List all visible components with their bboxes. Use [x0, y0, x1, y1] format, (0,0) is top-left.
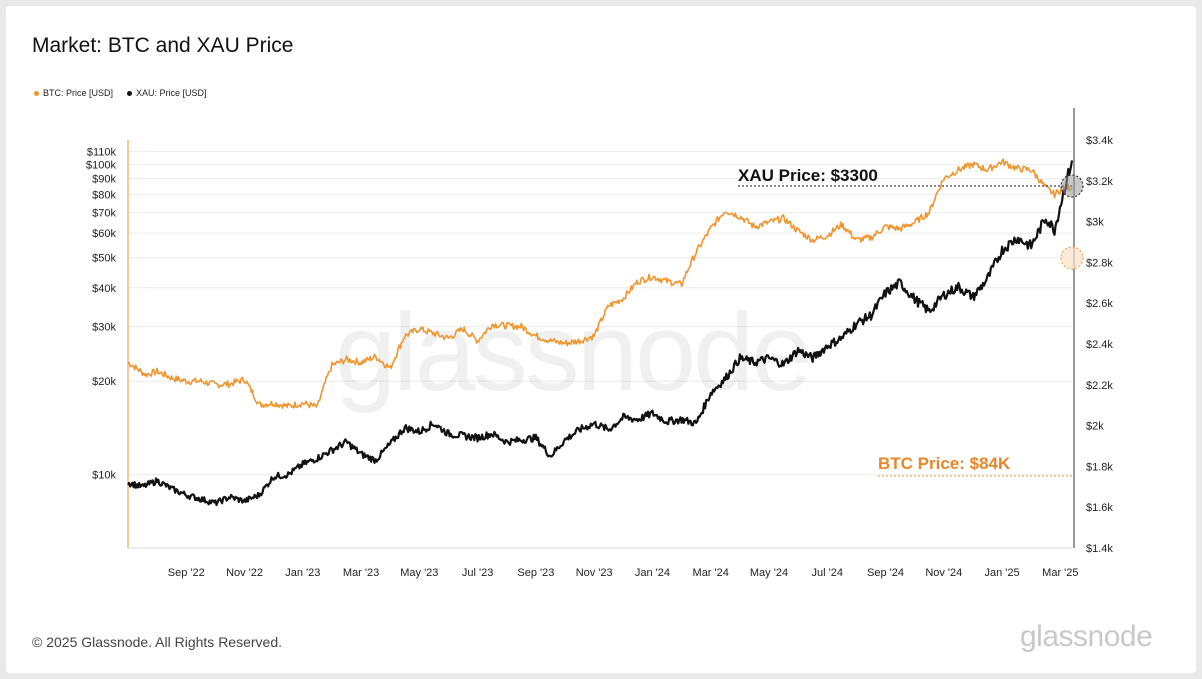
y-right-tick-label: $2.4k — [1086, 339, 1113, 351]
xau-price-label: XAU Price: $3300 — [738, 166, 878, 185]
left-axis: $10k $20k $30k $40k $50k $60k $70k $80k $90k $100… — [86, 140, 129, 548]
x-tick-label: Sep '24 — [867, 567, 904, 579]
legend-label-btc: BTC: Price [USD] — [43, 88, 114, 98]
btc-price-label: BTC Price: $84K — [878, 454, 1011, 473]
chart-title: Market: BTC and XAU Price — [32, 34, 294, 57]
y-right-tick-label: $3.2k — [1086, 176, 1113, 188]
y-left-tick-label: $100k — [86, 159, 116, 171]
y-right-tick-label: $1.6k — [1086, 502, 1113, 514]
series-group — [127, 158, 1074, 507]
y-left-tick-label: $80k — [92, 189, 116, 201]
btc-series-line[interactable] — [127, 158, 1073, 410]
xau-price-marker[interactable] — [1060, 174, 1084, 198]
btc-price-marker[interactable] — [1060, 246, 1084, 270]
y-right-tick-label: $2.2k — [1086, 380, 1113, 392]
legend-item-xau[interactable]: XAU: Price [USD] — [127, 88, 207, 98]
legend-label-xau: XAU: Price [USD] — [136, 88, 207, 98]
x-tick-label: Jul '24 — [812, 567, 843, 579]
y-right-tick-label: $1.8k — [1086, 461, 1113, 473]
y-right-tick-label: $3k — [1086, 217, 1104, 229]
y-left-tick-label: $50k — [92, 253, 116, 265]
x-tick-label: Jan '25 — [985, 567, 1020, 579]
x-tick-label: Sep '23 — [517, 567, 554, 579]
x-axis: Sep '22 Nov '22 Jan '23 Mar '23 May '23 Jul '… — [128, 547, 1079, 579]
watermark: glassnode — [335, 291, 810, 414]
y-right-tick-label: $1.4k — [1086, 543, 1113, 555]
x-tick-label: Jul '23 — [462, 567, 493, 579]
x-tick-label: May '23 — [400, 567, 438, 579]
x-tick-label: Mar '24 — [693, 567, 729, 579]
y-left-tick-label: $90k — [92, 174, 116, 186]
y-left-tick-label: $110k — [87, 146, 117, 158]
chart-card — [6, 6, 1196, 673]
xau-series-line[interactable] — [127, 160, 1074, 507]
legend-swatch-btc — [34, 90, 39, 96]
y-right-tick-label: $2.8k — [1086, 257, 1113, 269]
x-tick-label: Mar '23 — [343, 567, 379, 579]
x-tick-label: Jan '24 — [635, 567, 670, 579]
y-left-tick-label: $10k — [92, 470, 116, 482]
annotations: XAU Price: $3300 BTC Price: $84K — [738, 166, 1084, 477]
right-axis: $1.4k $1.6k $1.8k $2k $2.2k $2.4k $2.6k $2.8k $3… — [1073, 108, 1113, 555]
y-left-tick-label: $20k — [92, 376, 116, 388]
legend-item-btc[interactable]: BTC: Price [USD] — [34, 88, 113, 98]
x-tick-label: May '24 — [750, 567, 788, 579]
x-tick-label: Jan '23 — [285, 567, 320, 579]
x-tick-label: Sep '22 — [168, 567, 205, 579]
x-tick-label: Nov '22 — [226, 567, 263, 579]
y-right-tick-label: $2k — [1086, 421, 1104, 433]
y-left-tick-label: $40k — [92, 283, 116, 295]
x-tick-label: Nov '24 — [925, 567, 962, 579]
x-tick-label: Mar '25 — [1042, 567, 1078, 579]
glassnode-logo: glassnode — [1020, 620, 1153, 653]
legend-swatch-xau — [127, 90, 133, 96]
y-right-tick-label: $2.6k — [1086, 298, 1113, 310]
y-right-tick-label: $3.4k — [1086, 135, 1113, 147]
y-left-tick-label: $60k — [92, 228, 116, 240]
y-left-tick-label: $70k — [92, 207, 116, 219]
legend: BTC: Price [USD] XAU: Price [USD] — [34, 88, 207, 98]
x-tick-label: Nov '23 — [576, 567, 613, 579]
copyright: © 2025 Glassnode. All Rights Reserved. — [32, 634, 283, 650]
y-left-tick-label: $30k — [92, 322, 116, 334]
grid-lines — [128, 150, 1072, 476]
